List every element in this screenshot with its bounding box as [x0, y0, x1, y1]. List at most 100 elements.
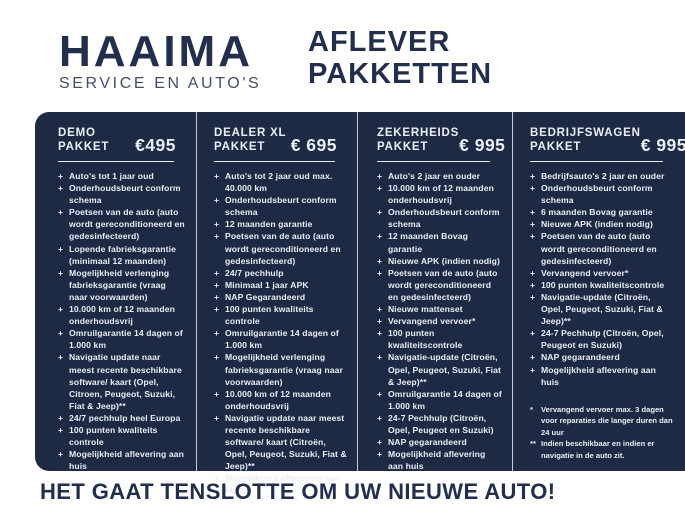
feature-item: + Navigatie-update (Citroën, Opel, Peugeo…: [377, 351, 502, 387]
plus-bullet-icon: +: [377, 388, 383, 399]
logo-tagline: SERVICE EN AUTO'S: [59, 75, 262, 92]
plus-bullet-icon: +: [214, 195, 220, 206]
package-name: DEALER XL PAKKET: [214, 127, 287, 153]
plus-bullet-icon: +: [530, 219, 536, 230]
plus-bullet-icon: +: [377, 316, 383, 327]
feature-text: Vervangend vervoer*: [541, 267, 629, 278]
feature-text: Omruilgarantie 14 dagen of 1.000 km: [388, 388, 502, 411]
packages-panel: DEMO PAKKET €495 + Auto's tot 1 jaar oud …: [35, 112, 685, 495]
feature-item: + Mogelijkheid aflevering aan huis: [58, 448, 186, 472]
plus-bullet-icon: +: [58, 207, 64, 218]
title-underline: [530, 161, 663, 162]
feature-item: +12 maanden Bovag garantie: [377, 230, 502, 254]
page-title: AFLEVER PAKKETTEN: [308, 26, 492, 90]
feature-item: + Omruilgarantie 14 dagen of 1.000 km: [377, 388, 502, 412]
feature-text: 100 punten kwaliteitscontrole: [388, 328, 463, 351]
plus-bullet-icon: +: [530, 279, 536, 290]
plus-bullet-icon: +: [214, 231, 220, 242]
feature-text: Auto's 2 jaar en ouder: [388, 171, 481, 181]
feature-text: Omruilgarantie 14 dagen of 1.000 km: [69, 328, 183, 351]
feature-text: Navigatie update naar meest recente besc…: [225, 412, 347, 472]
package-price: € 695: [290, 135, 337, 155]
feature-item: + Mogelijkheid aflevering aan huis: [530, 364, 675, 388]
feature-item: +100 punten kwaliteitscontrole: [530, 279, 675, 291]
plus-bullet-icon: +: [530, 171, 536, 181]
feature-text: 100 punten kwaliteitscontrole: [541, 279, 665, 290]
plus-bullet-icon: +: [214, 388, 220, 399]
package-column-zekerheids: ZEKERHEIDS PAKKET € 995 + Auto's 2 jaar e…: [357, 112, 512, 471]
footnote-marker: *: [530, 404, 533, 414]
plus-bullet-icon: +: [58, 328, 64, 339]
feature-item: + Auto's 2 jaar en ouder: [377, 170, 502, 182]
feature-text: 100 punten kwaliteits controle: [225, 304, 314, 327]
feature-item: +10.000 km of 12 maanden onderhoudsvrij: [377, 182, 502, 206]
package-column-bedrijfswagen: BEDRIJFSWAGEN PAKKET € 995 + Bedrijfsauto…: [512, 112, 685, 471]
package-price: € 995: [459, 135, 506, 155]
footnotes: * Vervangend vervoer max. 3 dagen voor re…: [530, 404, 675, 462]
footnote-text: Vervangend vervoer max. 3 dagen voor rep…: [541, 404, 673, 437]
feature-item: + Omruilgarantie 14 dagen of 1.000 km: [58, 327, 186, 351]
title-underline: [377, 161, 490, 162]
plus-bullet-icon: +: [214, 328, 220, 339]
feature-item: + Mogelijkheid aflevering aan huis: [377, 448, 502, 472]
plus-bullet-icon: +: [530, 328, 536, 339]
feature-item: + Onderhoudsbeurt conform schema: [530, 182, 675, 206]
feature-text: Poetsen van de auto (auto wordt gerecond…: [388, 267, 498, 302]
plus-bullet-icon: +: [377, 352, 383, 363]
plus-bullet-icon: +: [377, 304, 383, 315]
feature-item: +10.000 km of 12 maanden onderhoudsvrij: [58, 303, 186, 327]
plus-bullet-icon: +: [58, 304, 64, 315]
plus-bullet-icon: +: [377, 255, 383, 266]
package-price: €495: [135, 135, 176, 155]
plus-bullet-icon: +: [377, 437, 383, 448]
feature-item: + Navigatie-update (Citroën, Opel, Peugeo…: [530, 291, 675, 327]
plus-bullet-icon: +: [530, 183, 536, 194]
feature-item: +100 punten kwaliteits controle: [214, 303, 347, 327]
feature-item: +6 maanden Bovag garantie: [530, 206, 675, 218]
package-name: ZEKERHEIDS PAKKET: [377, 127, 460, 153]
feature-list: + Bedrijfsauto's 2 jaar en ouder + Onderho…: [530, 170, 675, 388]
feature-text: Onderhoudsbeurt conform schema: [388, 207, 500, 230]
plus-bullet-icon: +: [530, 352, 536, 363]
feature-item: + Poetsen van de auto (auto wordt gerecon…: [58, 206, 186, 242]
feature-item: + Auto's tot 1 jaar oud: [58, 170, 186, 182]
plus-bullet-icon: +: [58, 412, 64, 423]
feature-item: +100 punten kwaliteitscontrole: [377, 327, 502, 351]
feature-text: Auto's tot 2 jaar oud max. 40.000 km: [225, 171, 333, 194]
footnote-item: * Vervangend vervoer max. 3 dagen voor re…: [530, 404, 675, 439]
plus-bullet-icon: +: [58, 171, 64, 181]
feature-text: 12 maanden garantie: [225, 219, 313, 230]
feature-text: Bedrijfsauto's 2 jaar en ouder: [541, 171, 665, 181]
feature-text: Poetsen van de auto (auto wordt gerecond…: [541, 231, 657, 266]
plus-bullet-icon: +: [214, 291, 220, 302]
feature-text: NAP Gegarandeerd: [225, 291, 306, 302]
feature-item: + Navigatie update naar meest recente bes…: [214, 412, 347, 472]
feature-text: Minimaal 1 jaar APK: [225, 279, 309, 290]
feature-text: Mogelijkheid aflevering aan huis: [69, 449, 184, 472]
plus-bullet-icon: +: [377, 267, 383, 278]
feature-item: + Bedrijfsauto's 2 jaar en ouder: [530, 170, 675, 182]
feature-text: Mogelijkheid verlenging fabrieksgarantie…: [69, 267, 170, 302]
feature-list: + Auto's tot 2 jaar oud max. 40.000 km + O…: [214, 170, 347, 497]
plus-bullet-icon: +: [530, 364, 536, 375]
feature-text: 6 maanden Bovag garantie: [541, 207, 653, 218]
feature-text: Vervangend vervoer*: [388, 316, 476, 327]
feature-item: + Auto's tot 2 jaar oud max. 40.000 km: [214, 170, 347, 194]
feature-text: Onderhoudsbeurt conform schema: [225, 195, 337, 218]
feature-text: Nieuwe APK (indien nodig): [541, 219, 653, 230]
plus-bullet-icon: +: [530, 291, 536, 302]
plus-bullet-icon: +: [58, 449, 64, 460]
feature-text: 24-7 Pechhulp (Citroën, Opel, Peugeot en…: [541, 328, 664, 351]
package-header: DEMO PAKKET €495: [58, 127, 176, 154]
feature-item: + Mogelijkheid aflevering aan huis: [214, 472, 347, 496]
plus-bullet-icon: +: [214, 219, 220, 230]
feature-item: + Onderhoudsbeurt conform schema: [58, 182, 186, 206]
feature-item: +12 maanden garantie: [214, 218, 347, 230]
feature-item: + Omruilgarantie 14 dagen of 1.000 km: [214, 327, 347, 351]
feature-text: Navigatie-update (Citroën, Opel, Peugeot…: [388, 352, 502, 387]
plus-bullet-icon: +: [214, 267, 220, 278]
title-underline: [58, 161, 174, 162]
feature-text: Omruilgarantie 14 dagen of 1.000 km: [225, 328, 339, 351]
package-header: DEALER XL PAKKET € 695: [214, 127, 337, 154]
